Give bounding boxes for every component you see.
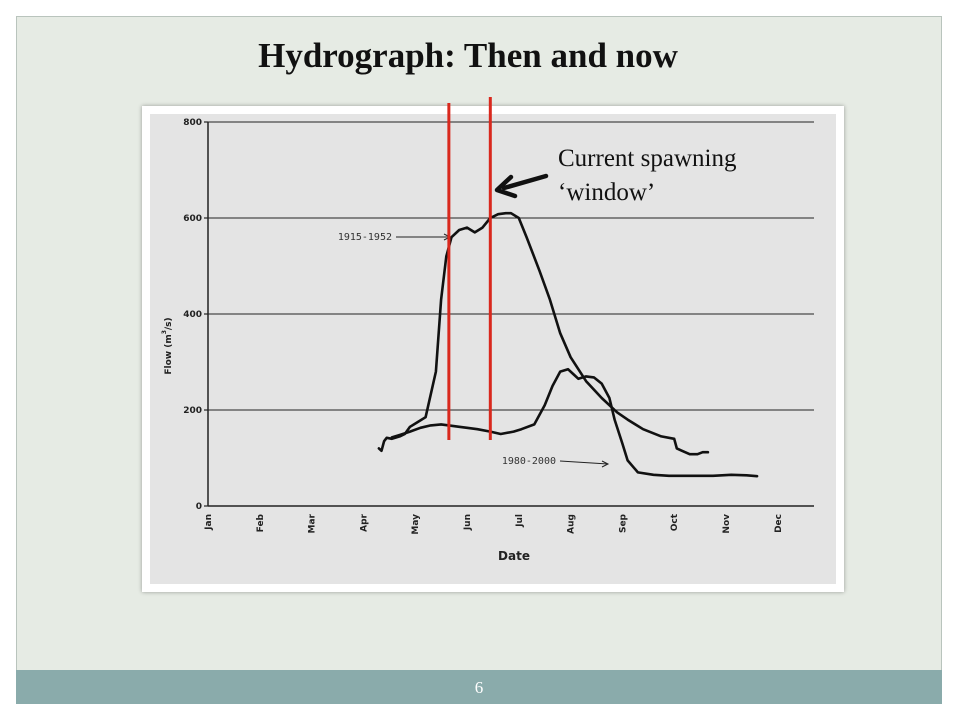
x-tick-label: May (411, 514, 421, 535)
svg-text:Flow (m3/s): Flow (m3/s) (161, 317, 174, 374)
grid-lines (204, 121, 814, 507)
spawning-window-annotation: Current spawning ‘window’ (558, 142, 736, 210)
x-tick-label: Jul (515, 514, 525, 528)
series-callout-leader (559, 460, 609, 465)
y-axis-label-superscript: 3 (161, 330, 168, 334)
x-tick-label: Oct (670, 513, 680, 531)
x-tick-label: Sep (618, 513, 628, 533)
x-axis-label: Date (498, 549, 530, 563)
annotation-line-2: ‘window’ (558, 179, 656, 206)
series-line-1915-1952 (377, 211, 710, 456)
x-tick-label: Feb (256, 513, 266, 532)
series-callout-label: 1915-1952 (338, 232, 392, 243)
y-tick-label: 800 (183, 118, 202, 128)
series-callout-arrowhead (601, 460, 610, 468)
series-callout-label: 1980-2000 (502, 456, 556, 467)
y-tick-labels: 0 200 400 600 800 (183, 118, 202, 512)
x-tick-label: Jan (204, 514, 214, 531)
y-tick-label: 0 (196, 502, 202, 512)
x-tick-label: Apr (359, 513, 369, 531)
x-tick-label: Jun (463, 514, 473, 531)
page-number: 6 (474, 678, 484, 697)
x-tick-label: Mar (308, 513, 318, 533)
x-tick-label: Nov (722, 514, 732, 534)
hydrograph-figure: 0 200 400 600 800 Jan Feb Mar Apr May Jun Jul Aug Se… (142, 106, 844, 592)
y-axis-label: Flow (m3/s) (161, 317, 174, 374)
footer-bar: 6 (16, 670, 942, 704)
y-tick-label: 400 (183, 310, 202, 320)
y-axis-label-main: Flow (m (164, 334, 174, 374)
y-tick-label: 200 (183, 406, 202, 416)
slide-title: Hydrograph: Then and now (258, 36, 678, 75)
y-axis-label-end: /s) (164, 317, 174, 330)
y-tick-label: 600 (183, 214, 202, 224)
x-tick-label: Aug (567, 514, 577, 534)
annotation-line-1: Current spawning (558, 145, 737, 172)
x-tick-labels: Jan Feb Mar Apr May Jun Jul Aug Sep Oct Nov Dec (204, 513, 784, 534)
hydrograph-chart: 0 200 400 600 800 Jan Feb Mar Apr May Jun Jul Aug Se… (150, 114, 836, 584)
x-tick-label: Dec (774, 514, 784, 533)
